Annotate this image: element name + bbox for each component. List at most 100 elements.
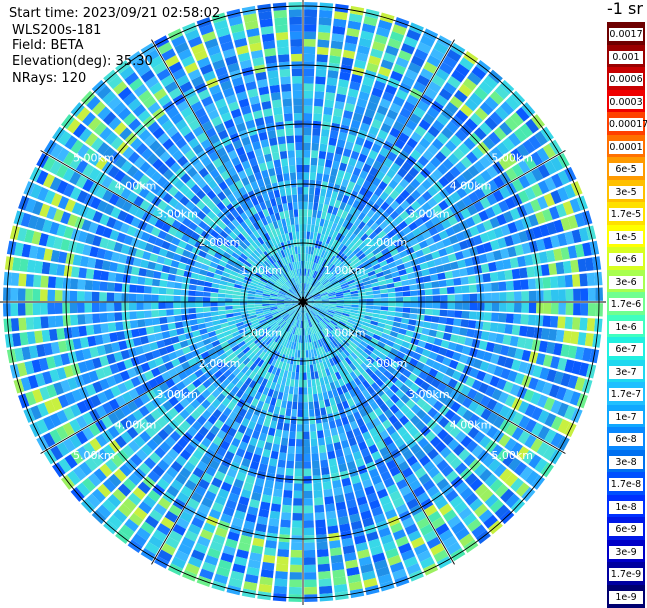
colorbar-tick-label: 3e-8	[609, 455, 643, 469]
radar-gate	[316, 46, 329, 56]
radar-gate	[362, 380, 371, 389]
radar-gate	[304, 275, 306, 284]
radar-gate	[493, 126, 507, 141]
radar-gate	[330, 427, 338, 437]
radar-gate	[392, 369, 402, 379]
radar-gate	[328, 458, 338, 467]
radar-gate	[343, 42, 357, 52]
radar-gate	[151, 317, 161, 326]
radar-gate	[303, 468, 312, 477]
radar-gate	[296, 164, 303, 173]
radar-gate	[421, 202, 432, 213]
radar-gate	[138, 267, 147, 277]
radar-gate	[337, 242, 345, 251]
radar-gate	[289, 579, 302, 588]
radar-gate	[314, 512, 325, 521]
radar-gate	[334, 241, 342, 249]
radar-gate	[322, 481, 332, 490]
radar-gate	[254, 297, 263, 300]
radar-gate	[491, 282, 500, 292]
radar-gate	[300, 246, 303, 254]
radar-gate	[461, 345, 472, 356]
radar-gate	[173, 288, 182, 296]
radar-gate	[363, 318, 372, 324]
radar-gate	[405, 266, 414, 274]
colorbar-tick-label: 6e-5	[609, 163, 643, 176]
range-label-lower: 5.00km	[491, 449, 533, 462]
radar-gate	[448, 234, 459, 245]
radar-gate	[152, 270, 162, 279]
radar-gate	[405, 246, 415, 255]
radar-gate	[330, 278, 338, 284]
radar-gate	[510, 112, 524, 127]
radar-gate	[403, 36, 418, 48]
radar-gate	[499, 302, 507, 312]
radar-gate	[100, 270, 109, 281]
radar-gate	[324, 327, 331, 334]
radar-gate	[512, 412, 524, 426]
radar-gate	[347, 241, 355, 250]
radar-gate	[483, 75, 498, 90]
radar-gate	[304, 261, 308, 269]
radar-gate	[25, 274, 34, 287]
radar-gate	[316, 283, 323, 290]
radar-gate	[313, 296, 322, 300]
radar-gate	[479, 468, 493, 483]
radar-gate	[513, 313, 522, 324]
radar-gate	[557, 402, 569, 417]
radar-gate	[308, 401, 314, 410]
radar-gate	[385, 195, 395, 206]
radar-gate	[289, 379, 295, 387]
radar-gate	[232, 302, 240, 306]
radar-gate	[333, 327, 341, 335]
radar-gate	[371, 316, 380, 322]
radar-gate	[286, 460, 295, 469]
radar-gate	[366, 302, 374, 306]
radar-gate	[321, 299, 330, 301]
radar-gate	[328, 237, 335, 246]
radar-gate	[297, 246, 301, 254]
radar-gate	[410, 149, 422, 161]
radar-gate	[430, 322, 439, 330]
radar-gate	[440, 255, 450, 265]
radar-gate	[455, 430, 467, 443]
radar-gate	[356, 282, 364, 288]
radar-gate	[273, 585, 287, 595]
radar-gate	[304, 39, 316, 47]
radar-gate	[138, 327, 147, 337]
radar-gate	[466, 440, 479, 453]
radar-gate	[443, 421, 456, 433]
radar-gate	[582, 242, 592, 257]
radar-gate	[262, 40, 276, 50]
radar-gate	[204, 281, 213, 288]
radar-gate	[380, 393, 390, 403]
radar-gate	[479, 197, 491, 209]
radar-gate	[515, 482, 530, 497]
radar-gate	[380, 122, 392, 134]
radar-gate	[460, 276, 469, 285]
radar-gate	[309, 239, 313, 247]
radar-gate	[341, 178, 350, 188]
radar-gate	[370, 193, 379, 203]
radar-gate	[303, 142, 311, 151]
radar-gate	[342, 219, 350, 228]
radar-gate	[273, 436, 281, 445]
radar-gate	[394, 338, 404, 346]
radar-gate	[363, 248, 372, 256]
radar-gate	[321, 211, 327, 220]
radar-gate	[277, 204, 284, 213]
radar-gate	[433, 338, 443, 347]
radar-gate	[469, 478, 484, 492]
radar-gate	[446, 286, 455, 294]
radar-gate	[525, 118, 540, 134]
radar-gate	[326, 77, 338, 86]
radar-gate	[270, 92, 281, 101]
radar-gate	[303, 498, 313, 506]
radar-gate	[305, 350, 309, 358]
radar-gate	[327, 290, 335, 294]
radar-gate	[305, 294, 312, 300]
radar-gate	[400, 404, 411, 415]
radar-gate	[390, 162, 401, 173]
colorbar-tick-label: 1.7e-7	[609, 388, 643, 401]
range-label-lower: 4.00km	[115, 418, 157, 431]
